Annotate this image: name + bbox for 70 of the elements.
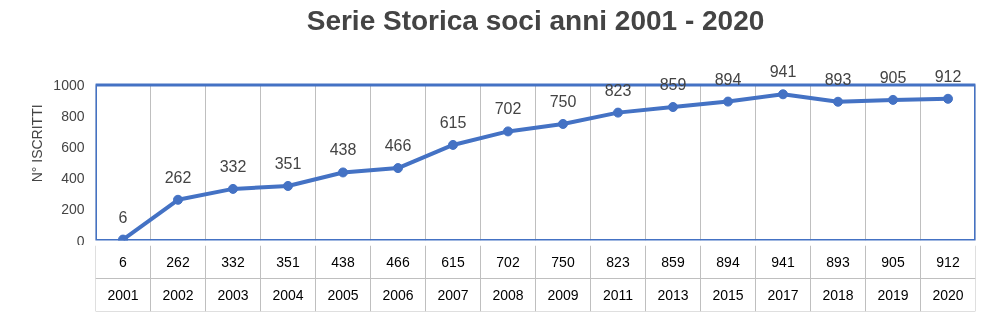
y-tick-label: 800	[61, 108, 85, 125]
annotation: 893	[824, 70, 852, 88]
annotation: 905	[879, 68, 907, 86]
data-label: 6	[119, 254, 128, 270]
data-label: 859	[661, 254, 685, 270]
chart-title: Serie Storica soci anni 2001 - 2020	[306, 5, 765, 36]
x-tick-label: 2013	[657, 287, 689, 303]
point	[283, 180, 293, 191]
point	[668, 102, 678, 113]
data-label: 893	[826, 254, 850, 270]
data-label: 912	[936, 254, 960, 270]
text: 941	[769, 63, 797, 81]
x-tick-label: 2017	[767, 287, 799, 303]
y-axis-title: N° ISCRITTI	[29, 104, 46, 183]
x-tick-label: 2003	[217, 287, 249, 303]
y-tick-label: 1000	[53, 77, 85, 94]
point	[173, 194, 183, 205]
text: 912	[934, 67, 962, 85]
annotation: 702	[494, 100, 522, 118]
x-tick-label: 2001	[107, 287, 139, 303]
point	[448, 139, 458, 150]
point	[558, 118, 568, 129]
data-label: 615	[441, 254, 465, 270]
x-tick-label: 2006	[382, 287, 414, 303]
data-label: 941	[771, 254, 795, 270]
x-tick-label: 2005	[327, 287, 359, 303]
data-label: 894	[716, 254, 740, 270]
x-tick-label: 2011	[602, 287, 634, 303]
data-label: 823	[606, 254, 630, 270]
x-tick-label: 2008	[492, 287, 524, 303]
data-label: 466	[386, 254, 410, 270]
annotation: 466	[384, 137, 412, 155]
data-label: 262	[166, 254, 190, 270]
x-tick-label: 2018	[822, 287, 854, 303]
x-tick-label: 2009	[547, 287, 579, 303]
y-tick-label: 0	[76, 232, 85, 249]
point	[778, 89, 788, 100]
data-label: 351	[276, 254, 300, 270]
x-tick-label: 2004	[272, 287, 304, 303]
annotation: 615	[439, 113, 467, 131]
y-tick-label: 400	[61, 170, 85, 187]
x-tick-label: 2020	[932, 287, 964, 303]
point	[833, 96, 843, 107]
data-label: 750	[551, 254, 575, 270]
data-label: 438	[331, 254, 355, 270]
point	[723, 96, 733, 107]
annotation: 6	[118, 208, 128, 226]
point	[613, 107, 623, 118]
annotation: 894	[714, 70, 742, 88]
x-tick-label: 2002	[162, 287, 194, 303]
y-tick-label: 200	[61, 201, 85, 218]
point	[393, 163, 403, 174]
point	[228, 183, 238, 194]
x-tick-label: 2007	[437, 287, 469, 303]
annotation: 438	[329, 141, 357, 159]
data-label: 702	[496, 254, 520, 270]
annotation: 750	[549, 92, 577, 110]
annotation: 823	[604, 81, 632, 99]
point	[888, 94, 898, 105]
y-tick-label: 600	[61, 139, 85, 156]
x-tick-label: 2019	[877, 287, 909, 303]
annotation: 332	[219, 157, 247, 175]
point	[943, 93, 953, 104]
point	[503, 126, 513, 137]
annotation: 262	[164, 168, 192, 186]
x-tick-label: 2015	[712, 287, 744, 303]
data-label: 332	[221, 254, 245, 270]
point	[338, 167, 348, 178]
annotation: 351	[274, 154, 302, 172]
data-label: 905	[881, 254, 905, 270]
